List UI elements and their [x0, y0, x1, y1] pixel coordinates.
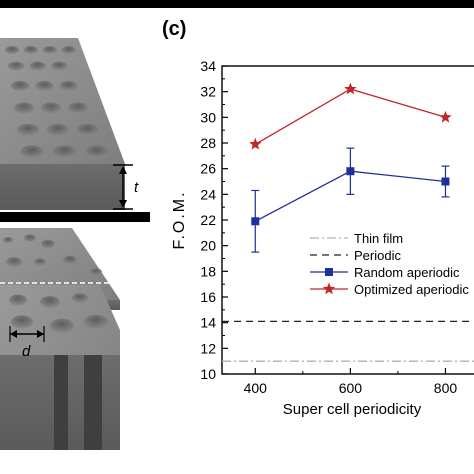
- hole-mark: [51, 61, 68, 71]
- hole-mark: [29, 61, 46, 71]
- thickness-indicator: t: [113, 164, 139, 210]
- x-axis-label: Super cell periodicity: [283, 401, 422, 418]
- x-tick-label: 600: [339, 380, 363, 396]
- series-optimized-aperiodic: [249, 82, 452, 150]
- hole-mark: [14, 102, 34, 114]
- legend-marker: [325, 268, 333, 276]
- diameter-indicator: d: [9, 326, 45, 360]
- data-point: [251, 217, 260, 226]
- hole-mark: [11, 81, 29, 91]
- structure-illustrations: t d: [0, 38, 150, 474]
- y-tick-label: 18: [200, 263, 216, 279]
- y-tick-label: 10: [200, 366, 216, 382]
- plot-area: [221, 65, 474, 375]
- hole-mark: [24, 234, 36, 242]
- y-tick-label: 20: [200, 238, 216, 254]
- legend-entry: Thin film: [354, 231, 403, 246]
- hole-mark: [41, 239, 55, 249]
- y-axis-label: F.O.M.: [171, 190, 188, 249]
- periodic-slab-illustration: [0, 38, 150, 222]
- y-tick-label: 22: [200, 212, 216, 228]
- hole-mark: [11, 315, 33, 329]
- hole-mark: [40, 296, 60, 308]
- hole-mark: [52, 145, 77, 159]
- y-tick-label: 30: [200, 109, 216, 125]
- hole-mark: [61, 46, 76, 54]
- y-tick-label: 14: [200, 315, 216, 331]
- hole-mark: [84, 314, 108, 330]
- hole-mark: [41, 102, 61, 114]
- data-point: [346, 167, 355, 176]
- x-axis: 400 600 800: [244, 368, 458, 396]
- series-line: [254, 88, 446, 145]
- legend-marker: [322, 282, 336, 295]
- hole-mark: [42, 46, 57, 54]
- data-point: [439, 110, 452, 123]
- series-random-aperiodic: [251, 147, 450, 253]
- hole-mark: [90, 268, 102, 276]
- y-tick-label: 32: [200, 84, 216, 100]
- diameter-label: d: [22, 343, 31, 360]
- hole-mark: [50, 318, 74, 334]
- data-point: [441, 177, 450, 186]
- hole-mark: [17, 123, 39, 137]
- hole-mark: [6, 257, 22, 267]
- series-layer: [222, 82, 474, 362]
- legend: Thin film Periodic Random aperiodic Optimiz…: [310, 231, 469, 297]
- hole-mark: [63, 255, 77, 265]
- legend-entry: Random aperiodic: [354, 265, 460, 280]
- hole-mark: [46, 123, 69, 137]
- y-tick-label: 28: [200, 135, 216, 151]
- hole-mark: [3, 237, 13, 243]
- hole-mark: [35, 81, 54, 91]
- y-tick-label: 12: [200, 340, 216, 356]
- y-tick-label: 24: [200, 186, 216, 202]
- hole-mark: [59, 81, 78, 91]
- y-tick-label: 16: [200, 289, 216, 305]
- aperiodic-slab-illustration: [0, 228, 150, 474]
- legend-entry: Optimized aperiodic: [354, 282, 469, 297]
- hole-mark: [76, 123, 99, 137]
- legend-entry: Periodic: [354, 248, 401, 263]
- data-point: [249, 137, 262, 150]
- hole-mark: [9, 294, 27, 306]
- panel-label: (c): [162, 18, 186, 40]
- thickness-label: t: [134, 179, 139, 196]
- data-point: [344, 82, 357, 95]
- y-tick-label: 26: [200, 161, 216, 177]
- x-tick-label: 400: [244, 380, 268, 396]
- hole-mark: [84, 145, 109, 159]
- hole-mark: [5, 46, 19, 54]
- hole-mark: [8, 61, 24, 71]
- x-tick-label: 800: [434, 380, 458, 396]
- hole-mark: [20, 145, 44, 159]
- hole-mark: [34, 258, 46, 266]
- y-axis: 10 12 14 16 18 20 22 24 26 28 30 32 34: [200, 58, 228, 382]
- y-tick-label: 34: [200, 58, 216, 74]
- top-black-bar: [0, 0, 474, 8]
- hole-mark: [68, 102, 88, 114]
- hole-mark: [23, 46, 38, 54]
- hole-mark: [72, 293, 88, 303]
